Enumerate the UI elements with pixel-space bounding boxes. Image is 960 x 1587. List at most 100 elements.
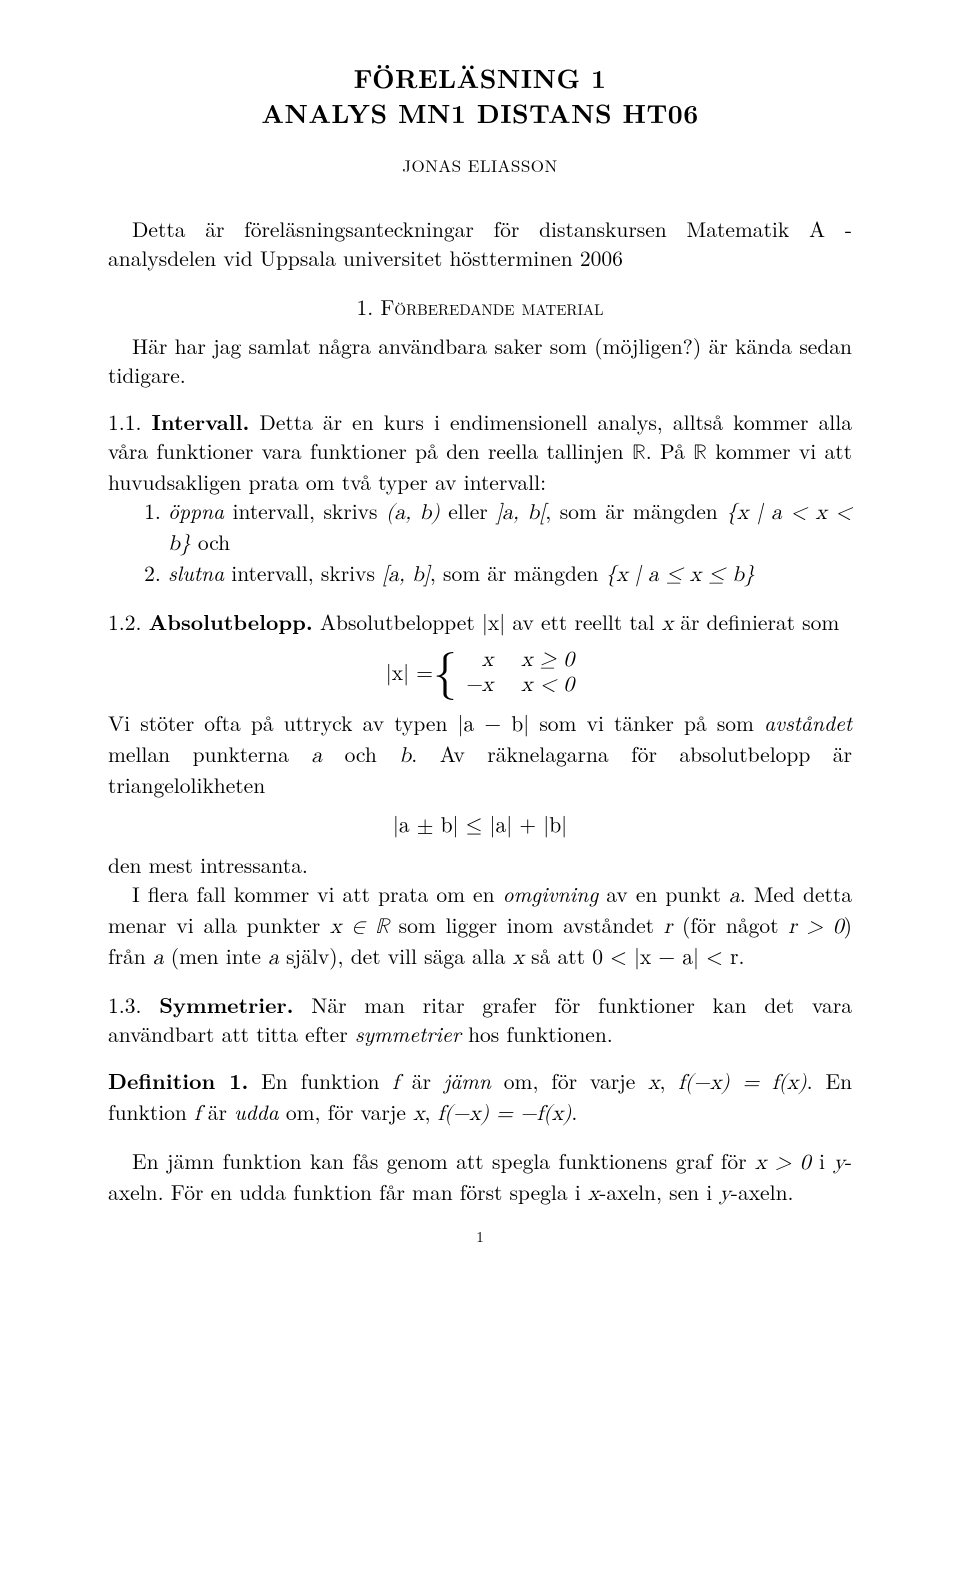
t: intervall, skrivs — [224, 558, 382, 588]
odd-eq: f(−x) = −f(x) — [438, 1104, 572, 1125]
t: och — [191, 527, 230, 557]
t: av ett reellt tal — [505, 607, 662, 637]
trailing-paragraph: En jämn funktion kan fås genom att spegl… — [108, 1147, 852, 1209]
t: som vi tänker på som — [529, 708, 764, 738]
definition-1: Definition 1. En funktion f är jämn om, … — [108, 1067, 852, 1129]
abs-x: |x| — [482, 614, 505, 635]
t: hos funktionen. — [461, 1019, 613, 1049]
open-interval-bracket: ]a, b[ — [496, 503, 545, 524]
closed-interval-label: slutna — [168, 558, 224, 588]
neighborhood-word: omgivning — [503, 879, 599, 909]
neighborhood-ineq: 0 < |x − a| < r — [592, 948, 738, 969]
t: I flera fall kommer vi att prata om en — [132, 879, 503, 909]
t: En jämn funktion kan fås genom att spegl… — [132, 1146, 755, 1176]
s12-p3: den mest intressanta. — [108, 851, 852, 880]
t: -axeln, sen i — [599, 1177, 719, 1207]
t: och — [322, 739, 399, 769]
t: är — [201, 1097, 235, 1127]
even-word: jämn — [444, 1066, 491, 1096]
page-number: 1 — [108, 1227, 852, 1247]
s11-body-b: . På — [646, 436, 693, 466]
t: -axeln. — [731, 1177, 794, 1207]
x-gt-0: x > 0 — [755, 1153, 811, 1174]
t: själv), det vill säga alla — [279, 941, 513, 971]
var-x4: x — [413, 1104, 424, 1125]
var-a4: a — [268, 948, 279, 969]
var-r: r — [664, 917, 672, 938]
t: (men inte — [164, 941, 269, 971]
t: , — [659, 1066, 678, 1096]
t: om, för varje — [491, 1066, 648, 1096]
list-item: öppna intervall, skrivs (a, b) eller ]a,… — [168, 497, 852, 559]
t: . — [738, 941, 744, 971]
r-gt-0: r > 0 — [788, 917, 843, 938]
closed-interval-bracket: [a, b] — [382, 565, 430, 586]
var-x2: x — [513, 948, 524, 969]
t: intervall, skrivs — [224, 496, 386, 526]
closed-interval-set: {x | a ≤ x ≤ b} — [606, 565, 755, 586]
section-heading-1: 1. Förberedande material — [108, 293, 852, 322]
subsection-1-1: 1.1. Intervall. Detta är en kurs i endim… — [108, 408, 852, 497]
t: , som är mängden — [430, 558, 606, 588]
var-a: a — [311, 746, 322, 767]
real-symbol-2: ℝ — [693, 443, 707, 464]
tri-ineq: |a ± b| ≤ |a| + |b| — [393, 816, 567, 837]
t: av en punkt — [598, 879, 729, 909]
real-symbol: ℝ — [632, 443, 646, 464]
title-line-2: ANALYS MN1 DISTANS HT06 — [108, 95, 852, 130]
x-in-R: x ∈ ℝ — [330, 917, 389, 938]
open-interval-paren: (a, b) — [386, 503, 440, 524]
distance-word: avståndet — [764, 708, 852, 738]
sub-heading-1-3: 1.3. Symmetrier. — [108, 990, 294, 1020]
t: . — [571, 1097, 577, 1127]
left-brace-icon: { — [433, 650, 465, 698]
t: Vi stöter ofta på uttryck av typen — [108, 708, 458, 738]
subsection-1-3: 1.3. Symmetrier. När man ritar grafer fö… — [108, 991, 852, 1049]
case-2-condition: x < 0 — [521, 674, 574, 699]
var-a2: a — [729, 886, 740, 907]
title-line-1: FÖRELÄSNING 1 — [108, 60, 852, 95]
case-1-condition: x ≥ 0 — [521, 649, 574, 674]
var-f: f — [392, 1073, 399, 1094]
t: , — [425, 1097, 438, 1127]
section-1-lead: Här har jag samlat några användbara sake… — [108, 332, 852, 390]
definition-label: Definition 1. — [108, 1066, 248, 1096]
t: (för något — [672, 910, 788, 940]
sub-heading-1-1: 1.1. Intervall. — [108, 407, 249, 437]
s12-p2: Vi stöter ofta på uttryck av typen |a − … — [108, 709, 852, 800]
even-eq: f(−x) = f(x) — [678, 1073, 806, 1094]
s12-p4: I flera fall kommer vi att prata om en o… — [108, 880, 852, 973]
t: som ligger inom avståndet — [389, 910, 664, 940]
author: JONAS ELIASSON — [108, 154, 852, 177]
var-x3: x — [648, 1073, 659, 1094]
var-x: x — [662, 614, 673, 635]
var-x5: x — [588, 1184, 599, 1205]
intro-paragraph: Detta är föreläsningsanteckningar för di… — [108, 215, 852, 273]
eq-lhs: |x| = — [386, 660, 433, 689]
odd-word: udda — [234, 1097, 279, 1127]
page: FÖRELÄSNING 1 ANALYS MN1 DISTANS HT06 JO… — [0, 0, 960, 1587]
t: Absolutbeloppet — [313, 607, 482, 637]
open-interval-label: öppna — [168, 496, 224, 526]
symmetries-word: symmetrier — [355, 1019, 461, 1049]
t: är — [399, 1066, 444, 1096]
t: om, för varje — [279, 1097, 413, 1127]
list-item: slutna intervall, skrivs [a, b], som är … — [168, 559, 852, 590]
subsection-1-2: 1.2. Absolutbelopp. Absolutbeloppet |x| … — [108, 608, 852, 639]
sub-heading-1-2: 1.2. Absolutbelopp. — [108, 607, 313, 637]
abs-a-minus-b: |a − b| — [458, 715, 530, 736]
case-2-value: −x — [465, 674, 521, 699]
t: mellan punkterna — [108, 739, 311, 769]
t: så att — [524, 941, 592, 971]
t: , som är mängden — [545, 496, 726, 526]
var-f2: f — [194, 1104, 201, 1125]
triangle-inequality: |a ± b| ≤ |a| + |b| — [108, 810, 852, 841]
case-1-value: x — [465, 649, 521, 674]
var-a3: a — [153, 948, 164, 969]
t: eller — [440, 496, 496, 526]
var-y: y — [833, 1153, 844, 1174]
t: är definierat som — [673, 607, 839, 637]
absolute-value-definition: |x| = { x x ≥ 0 −x x < 0 — [108, 649, 852, 698]
var-y2: y — [719, 1184, 730, 1205]
t: En funktion — [248, 1066, 392, 1096]
